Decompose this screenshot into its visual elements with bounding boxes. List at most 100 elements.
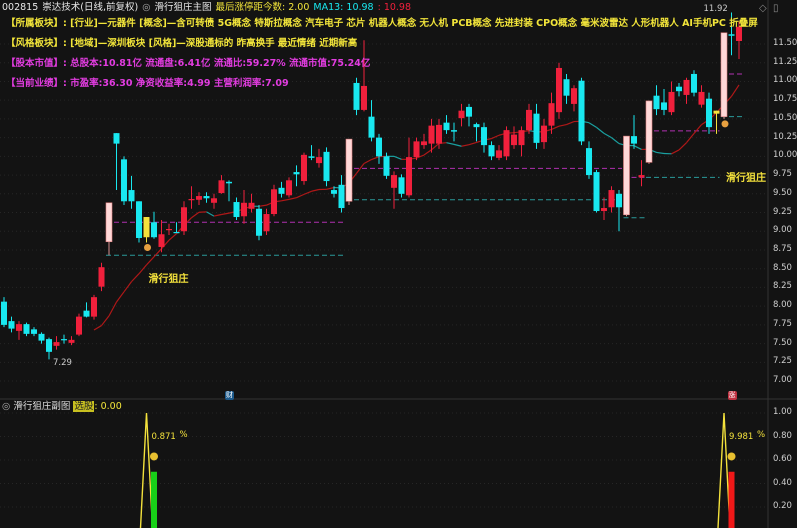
candle-up [391,175,397,188]
price-axis-tick: 7.75 [773,318,792,329]
price-axis-tick: 10.25 [773,131,797,142]
event-badge: 涨 [727,391,737,400]
ma13-segment [326,186,335,190]
ma-value-2: : 10.98 [377,2,412,13]
ma13-segment [371,156,380,161]
ma13-segment [153,248,162,258]
candle-down [653,95,660,110]
candle-up [286,180,292,196]
ma13-segment [93,325,102,331]
diamond-icon[interactable]: ◇ [759,3,767,14]
candle-down [533,113,540,143]
info-label: 【当前业绩】: [6,78,67,89]
ma13-segment [116,291,125,303]
candle-down [631,136,637,144]
ma13-segment [596,126,605,134]
candle-down [61,339,67,341]
candle-down [473,124,480,128]
ma13-segment [356,163,365,174]
candle-down [376,137,382,157]
ma13-segment [296,193,305,199]
candle-down [293,172,300,175]
candle-up [496,150,502,158]
candle-up [248,202,255,209]
price-axis-tick: 7.00 [773,375,792,386]
ma13-segment [603,132,612,139]
candle-up [638,175,645,178]
indicator-name[interactable]: 滑行狙庄主图 [154,2,212,13]
target-icon[interactable]: ◎ [2,401,11,412]
ma13-segment [558,123,567,127]
candle-down [31,329,37,334]
panel-toggle-icon[interactable]: ▯ [773,3,779,14]
sub-axis-tick: 0.60 [773,454,792,464]
candle-limit [345,138,353,202]
candle-down [443,122,450,131]
ma13-segment [303,190,312,195]
candle-up [181,207,187,232]
chart-header: 002815 崇达技术(日线,前复权) ◎ 滑行狙庄主图 最后涨停距今数: 2.00 MA… [2,2,415,14]
ma13-value: MA13: 10.98 [313,2,374,13]
price-axis-tick: 8.25 [773,281,792,292]
candle-up [683,79,690,95]
candle-up [68,339,75,343]
candle-up [428,125,435,144]
candle-down [586,148,592,176]
sub-axis-tick: 0.80 [773,430,792,441]
info-style: 【风格板块】: [地域]—深圳板块 [风格]—深股通标的 昨高换手 最近情绪 近… [6,38,357,50]
ma13-segment [671,149,680,155]
candle-up [263,214,270,232]
ma13-segment [123,281,132,293]
candle-down [8,321,15,329]
candle-up [541,125,547,143]
ma13-segment [453,143,462,147]
info-text: 市盈率:36.30 净资收益率:4.99 主营利润率:7.09 [70,78,289,89]
ma13-segment [281,198,290,202]
candle-up [53,342,60,346]
ma13-segment [138,264,147,275]
info-sector: 【所属板块】: [行业]—元器件 [概念]—含可转债 5G概念 特斯拉概念 汽车… [6,18,758,30]
ma13-segment [491,134,500,140]
ma13-segment [146,256,155,266]
price-axis-tick: 9.75 [773,169,792,180]
info-label: 【风格板块】: [6,38,67,49]
price-axis-tick: 9.25 [773,206,792,217]
sub-chart-header: ◎ 滑行狙庄副图 选股: 0.00 [2,401,122,413]
ma13-segment [161,239,170,250]
price-axis-tick: 8.00 [773,300,792,311]
candle-down [308,156,315,158]
candle-down [661,102,667,110]
ma13-segment [611,137,620,145]
signal-dot-icon [727,452,736,461]
candle-down [368,116,375,138]
price-axis-tick: 10.50 [773,112,797,123]
stock-code: 002815 [2,2,39,13]
price-axis-tick: 11.50 [773,38,797,48]
ma13-segment [431,142,440,151]
candle-up [406,157,412,196]
candle-up [98,267,105,287]
candle-up [361,85,367,110]
target-icon[interactable]: ◎ [142,2,151,13]
ma13-segment [633,145,642,150]
candle-up [188,199,195,201]
sub-chart-title[interactable]: 滑行狙庄副图 [13,401,71,412]
candle-up [571,88,577,104]
candle-down [466,106,472,117]
candle-down [451,130,457,132]
candle-down [323,151,330,182]
ma13-segment [221,212,230,216]
candle-down [203,196,210,199]
price-axis-tick: 9.50 [773,187,792,198]
ma13-segment [551,125,560,130]
candle-down [136,201,142,238]
ma13-segment [258,204,267,207]
ma13-segment [191,211,200,219]
candle-down [338,184,345,209]
candle-down [398,177,405,194]
info-label: 【股本市值】: [6,58,67,69]
candle-down [563,79,570,96]
candle-down [256,208,262,236]
